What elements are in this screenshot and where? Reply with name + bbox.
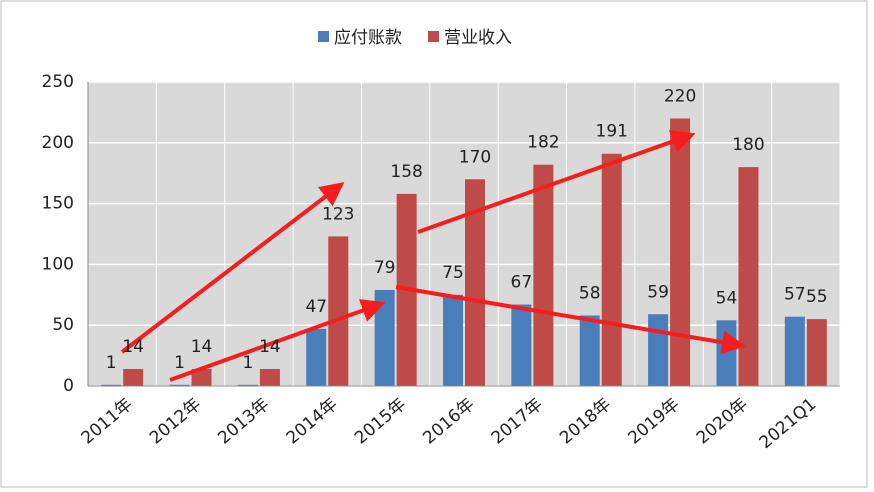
y-tick-label: 250 <box>42 72 74 92</box>
legend-swatch <box>428 31 439 42</box>
data-label: 220 <box>664 86 696 106</box>
data-label: 67 <box>511 273 533 293</box>
data-label: 75 <box>442 263 464 283</box>
data-label: 14 <box>259 337 281 357</box>
bar <box>443 294 463 386</box>
bar <box>716 320 737 386</box>
bar <box>511 304 532 386</box>
data-label: 54 <box>716 288 738 308</box>
data-label: 1 <box>242 353 253 373</box>
y-tick-label: 200 <box>42 133 74 153</box>
y-tick-label: 50 <box>52 315 74 335</box>
data-label: 57 <box>784 285 806 305</box>
bar <box>123 368 144 386</box>
bar <box>191 368 212 386</box>
data-label: 58 <box>579 283 601 303</box>
data-label: 47 <box>305 297 327 317</box>
bar <box>169 384 190 386</box>
data-label: 55 <box>806 287 828 307</box>
data-label: 79 <box>374 258 396 278</box>
data-label: 158 <box>390 162 422 182</box>
data-label: 182 <box>527 133 559 153</box>
y-tick-label: 150 <box>42 194 74 214</box>
arrow <box>120 182 345 354</box>
bar <box>533 164 554 386</box>
data-label: 14 <box>191 337 213 357</box>
plot-area <box>88 82 840 386</box>
data-label: 180 <box>732 135 764 155</box>
bar <box>579 315 600 386</box>
data-label: 1 <box>106 353 117 373</box>
data-label: 123 <box>322 204 354 224</box>
bar <box>784 316 805 386</box>
bar <box>465 179 485 386</box>
arrow <box>169 299 386 382</box>
bar <box>738 167 759 386</box>
bar <box>601 153 622 386</box>
bar <box>670 118 691 386</box>
data-label: 14 <box>122 337 144 357</box>
legend-label: 营业收入 <box>444 28 512 48</box>
bar <box>259 368 280 386</box>
bar <box>806 319 827 386</box>
bar <box>648 314 669 386</box>
annotation-arrows <box>120 130 746 382</box>
bar <box>306 328 327 386</box>
legend-swatch <box>318 31 329 42</box>
bar <box>328 236 349 386</box>
legend-label: 应付账款 <box>334 28 402 48</box>
y-tick-label: 100 <box>42 254 74 274</box>
bar <box>101 384 122 386</box>
arrow <box>395 285 746 355</box>
data-label: 170 <box>459 147 491 167</box>
data-label: 191 <box>596 122 628 142</box>
data-label: 1 <box>174 353 185 373</box>
y-tick-label: 0 <box>63 376 74 396</box>
data-label: 59 <box>647 282 669 302</box>
bar <box>237 384 258 386</box>
arrow <box>417 130 696 234</box>
